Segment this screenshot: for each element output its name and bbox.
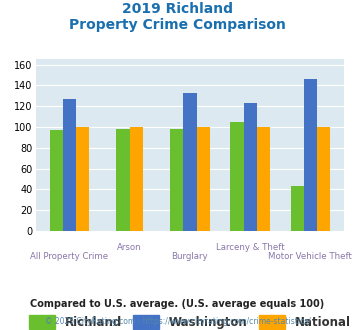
- Bar: [116, 129, 130, 231]
- Bar: [317, 127, 330, 231]
- Text: Arson: Arson: [118, 243, 142, 251]
- Bar: [76, 127, 89, 231]
- Bar: [183, 93, 197, 231]
- Text: Larceny & Theft: Larceny & Theft: [216, 243, 284, 251]
- Text: All Property Crime: All Property Crime: [31, 252, 109, 261]
- Text: Burglary: Burglary: [171, 252, 208, 261]
- Text: Property Crime Comparison: Property Crime Comparison: [69, 18, 286, 32]
- Text: 2019 Richland: 2019 Richland: [122, 2, 233, 16]
- Text: Motor Vehicle Theft: Motor Vehicle Theft: [268, 252, 353, 261]
- Bar: [197, 127, 210, 231]
- Bar: [230, 122, 244, 231]
- Text: © 2025 CityRating.com - https://www.cityrating.com/crime-statistics/: © 2025 CityRating.com - https://www.city…: [45, 317, 310, 326]
- Bar: [290, 186, 304, 231]
- Bar: [244, 103, 257, 231]
- Bar: [63, 99, 76, 231]
- Legend: Richland, Washington, National: Richland, Washington, National: [23, 309, 355, 330]
- Bar: [130, 127, 143, 231]
- Bar: [50, 130, 63, 231]
- Bar: [257, 127, 270, 231]
- Bar: [170, 129, 183, 231]
- Bar: [304, 79, 317, 231]
- Text: Compared to U.S. average. (U.S. average equals 100): Compared to U.S. average. (U.S. average …: [31, 299, 324, 309]
